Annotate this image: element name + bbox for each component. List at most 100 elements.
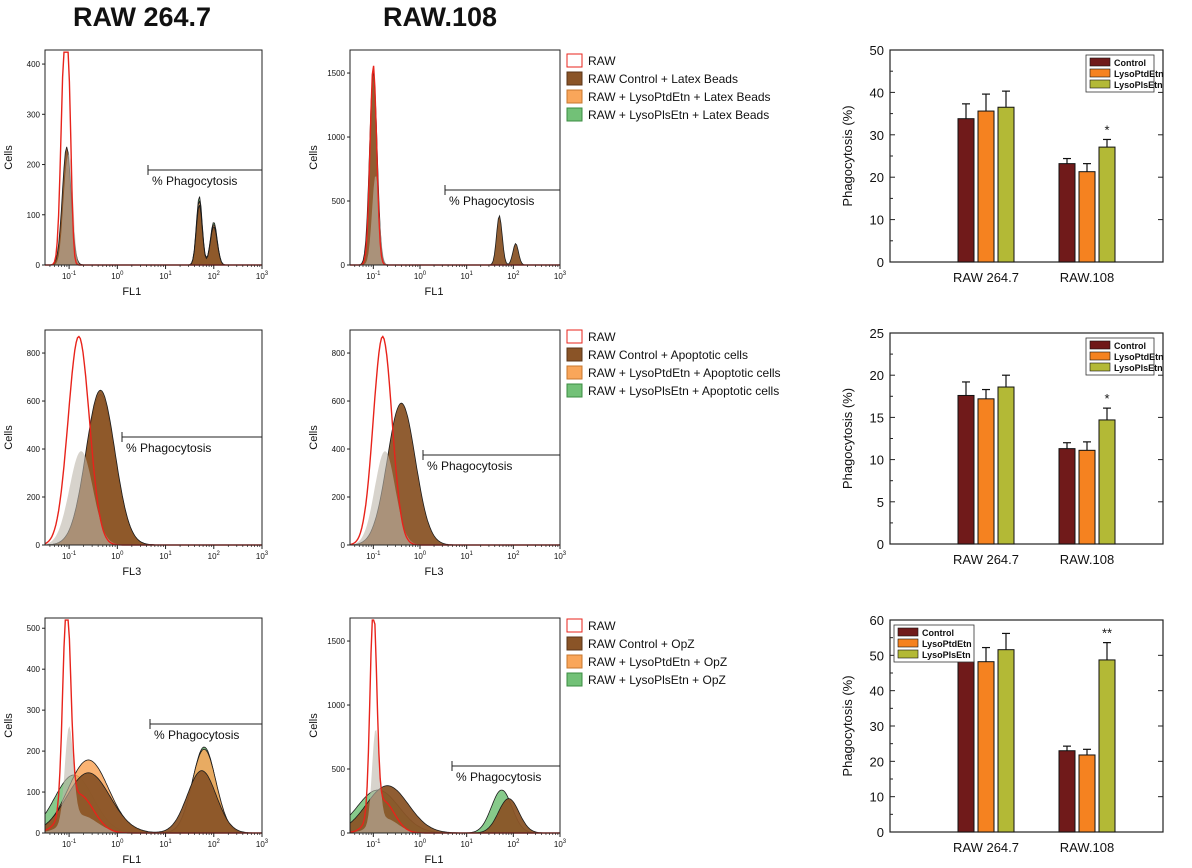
histogram-legend-row2: RAW RAW Control + Apoptotic cells RAW + Ly…	[566, 329, 781, 398]
legend-entry-0: RAW	[588, 330, 616, 344]
histogram-xlabel: FL3	[122, 566, 141, 578]
legend-entry-3: RAW + LysoPlsEtn + Latex Beads	[588, 108, 769, 122]
histogram-xtick-label: 103	[256, 839, 269, 849]
histogram-population-overlap	[45, 451, 262, 545]
bar-ytick-label: 5	[877, 495, 884, 510]
bar-ytick-label: 40	[870, 85, 884, 100]
histogram-xtick-label: 100	[111, 271, 124, 281]
histogram-xtick-label: 10-1	[366, 271, 381, 281]
bar-category-label: RAW 264.7	[953, 270, 1019, 285]
histogram-row3-col1: 0 100 200 300 400 500 10-1 100 101 102 103 Cells FL1…	[3, 617, 269, 866]
histogram-frame	[349, 617, 561, 834]
histogram-ytick-label: 300	[27, 706, 41, 715]
histogram-ytick-label: 100	[27, 211, 41, 220]
histogram-xlabel: FL1	[122, 286, 141, 298]
column-header-raw108: RAW.108	[383, 2, 497, 32]
histogram-ylabel: Cells	[308, 425, 320, 450]
legend-entry-2: RAW + LysoPtdEtn + Apoptotic cells	[588, 366, 781, 380]
bar-legend-swatch-1	[1089, 68, 1111, 78]
bar-lysoplsetn-1	[1098, 659, 1116, 833]
histogram-population-ctrl	[44, 770, 262, 834]
histogram-ytick-label: 400	[332, 445, 346, 454]
histogram-xlabel: FL3	[425, 566, 444, 578]
legend-entry-2: RAW + LysoPtdEtn + OpZ	[588, 655, 727, 669]
bar-legend-swatch-0	[1089, 340, 1111, 350]
histogram-ytick-label: 500	[332, 197, 346, 206]
bar-ytick-label: 20	[870, 754, 884, 769]
histogram-xtick-label: 10-1	[62, 271, 77, 281]
histogram-xtick-label: 10-1	[366, 551, 381, 561]
histogram-xtick-label: 102	[507, 839, 520, 849]
histogram-xtick-label: 10-1	[62, 551, 77, 561]
significance-marker: **	[1102, 626, 1112, 641]
histogram-ytick-label: 800	[332, 349, 346, 358]
histogram-xtick-label: 101	[461, 551, 474, 561]
histogram-ylabel: Cells	[308, 145, 320, 170]
histogram-xlabel: FL1	[122, 854, 141, 866]
bar-category-label: RAW.108	[1060, 552, 1114, 567]
legend-entry-1: RAW Control + OpZ	[588, 637, 695, 651]
histogram-xtick-label: 100	[414, 551, 427, 561]
legend-entry-1: RAW Control + Apoptotic cells	[588, 348, 748, 362]
bar-lysoplsetn-1	[1098, 146, 1116, 263]
bar-control-1	[1058, 163, 1076, 263]
histogram-ytick-label: 1500	[327, 69, 345, 78]
histogram-population-overlap	[350, 729, 560, 833]
histogram-xtick-label: 103	[256, 551, 269, 561]
significance-marker: *	[1104, 391, 1109, 406]
bar-ytick-label: 50	[870, 648, 884, 663]
histogram-xtick-label: 102	[208, 551, 221, 561]
histogram-xtick-label: 102	[507, 271, 520, 281]
histogram-xtick-label: 100	[414, 839, 427, 849]
legend-swatch-1	[566, 71, 583, 86]
bar-legend-label-1: LysoPtdEtn	[1114, 352, 1164, 362]
histogram-raw-outline	[350, 65, 560, 266]
bar-ytick-label: 30	[870, 128, 884, 143]
legend-entry-3: RAW + LysoPlsEtn + OpZ	[588, 673, 726, 687]
significance-marker: *	[1104, 122, 1109, 137]
histogram-ytick-label: 0	[341, 541, 346, 550]
bar-legend-label-0: Control	[1114, 341, 1146, 351]
histogram-ytick-label: 600	[27, 397, 41, 406]
bar-chart-2: 0 5 10 15 20 25 Phagocytosis (%) RAW 264.7 RAW.1…	[840, 326, 1164, 567]
bar-category-label: RAW 264.7	[953, 840, 1019, 855]
histogram-xtick-label: 103	[256, 271, 269, 281]
bar-ytick-label: 10	[870, 213, 884, 228]
legend-swatch-1	[566, 347, 583, 362]
legend-swatch-1	[566, 636, 583, 651]
legend-swatch-2	[566, 365, 583, 380]
histogram-frame	[349, 329, 561, 546]
histogram-xtick-label: 101	[159, 551, 172, 561]
legend-entry-3: RAW + LysoPlsEtn + Apoptotic cells	[588, 384, 779, 398]
legend-swatch-3	[566, 107, 583, 122]
legend-swatch-0	[566, 618, 583, 633]
bar-ylabel: Phagocytosis (%)	[840, 675, 855, 776]
bar-control-1	[1058, 448, 1076, 545]
bar-lysoptdetn-1	[1078, 449, 1096, 545]
histogram-ytick-label: 0	[341, 829, 346, 838]
bar-lysoplsetn-0	[997, 649, 1015, 833]
bar-legend-swatch-0	[1089, 57, 1111, 67]
histogram-ytick-label: 0	[36, 541, 41, 550]
bar-legend-label-2: LysoPlsEtn	[1114, 363, 1163, 373]
histogram-legend-row3: RAW RAW Control + OpZ RAW + LysoPtdEtn + O…	[566, 618, 727, 687]
histogram-xtick-label: 102	[208, 271, 221, 281]
legend-swatch-3	[566, 672, 583, 687]
histogram-population-ctrl	[45, 146, 262, 266]
bar-legend-label-2: LysoPlsEtn	[922, 650, 971, 660]
histogram-ytick-label: 0	[341, 261, 346, 270]
histogram-population-overlap	[350, 176, 560, 265]
histogram-ytick-label: 200	[27, 161, 41, 170]
legend-entry-0: RAW	[588, 619, 616, 633]
histogram-ytick-label: 400	[27, 60, 41, 69]
histogram-xlabel: FL1	[425, 854, 444, 866]
histogram-xtick-label: 100	[111, 839, 124, 849]
bar-lysoplsetn-1	[1098, 419, 1116, 545]
bar-ytick-label: 10	[870, 790, 884, 805]
histogram-row3-col2: 0 500 1000 1500 10-1 100 101 102 103 Cells FL1 % Ph…	[308, 617, 567, 866]
histogram-ylabel: Cells	[3, 145, 15, 170]
gate-label: % Phagocytosis	[152, 174, 237, 188]
histogram-ytick-label: 1000	[327, 701, 345, 710]
histogram-population-overlap	[45, 726, 262, 833]
bar-legend-swatch-2	[1089, 79, 1111, 89]
